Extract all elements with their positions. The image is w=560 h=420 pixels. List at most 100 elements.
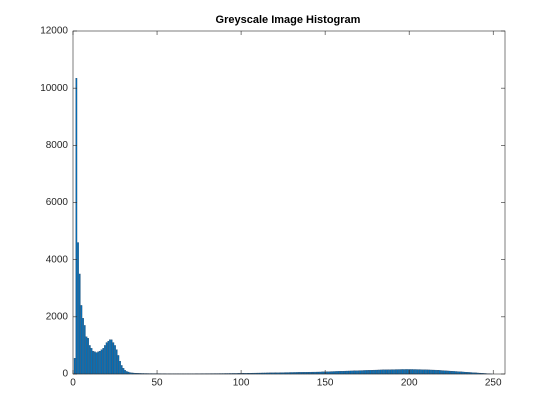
bar (320, 371, 323, 375)
y-tick-label: 12000 (40, 26, 68, 37)
bar (443, 370, 446, 375)
bar (428, 369, 431, 375)
bar (394, 369, 397, 375)
bar (381, 369, 384, 375)
bar (379, 369, 382, 375)
bar (122, 368, 125, 375)
chart-title: Greyscale Image Histogram (216, 14, 361, 26)
bar (368, 370, 370, 375)
bar (97, 351, 100, 375)
bar (426, 369, 429, 375)
bar (77, 242, 79, 375)
bar (105, 342, 108, 375)
bar (322, 371, 325, 375)
bar (384, 369, 387, 375)
bar (388, 369, 390, 375)
y-tick-label: 4000 (46, 254, 69, 265)
bar (401, 369, 404, 375)
bar (73, 358, 76, 375)
bar (393, 369, 395, 375)
bar (430, 369, 432, 375)
bar (100, 349, 103, 375)
bar (107, 340, 110, 375)
bar (391, 369, 394, 375)
bar (369, 370, 372, 375)
bar (406, 369, 409, 375)
bar (319, 371, 321, 375)
bar (331, 371, 333, 375)
bar (361, 370, 363, 375)
bar (438, 370, 441, 375)
bar (458, 371, 461, 375)
bar (354, 370, 357, 375)
bar (450, 370, 453, 375)
bar (119, 360, 121, 375)
bar (357, 370, 360, 375)
y-tick-label: 8000 (46, 140, 69, 151)
bar (462, 371, 464, 375)
bar (383, 369, 385, 375)
bar (359, 370, 362, 375)
bar (127, 371, 130, 375)
bar (410, 369, 412, 375)
bar (418, 369, 421, 375)
bar (453, 371, 456, 375)
bar (452, 371, 454, 375)
bar (433, 369, 436, 375)
x-tick-label: 150 (317, 378, 334, 389)
bar (120, 365, 123, 375)
bar (347, 370, 350, 375)
bar (75, 78, 78, 375)
bar (389, 369, 392, 375)
bar (413, 369, 416, 375)
bar (349, 370, 352, 375)
bar (341, 371, 343, 375)
bar (336, 371, 338, 375)
bar (327, 371, 330, 375)
bar (457, 371, 459, 375)
bar (455, 371, 458, 375)
bar (78, 273, 81, 375)
x-tick-label: 200 (401, 378, 418, 389)
bar (435, 369, 437, 375)
bar (80, 305, 83, 375)
bar (366, 370, 368, 375)
bar (94, 351, 96, 375)
bar (445, 370, 447, 375)
bar (386, 369, 389, 375)
bar (124, 370, 126, 375)
bar (339, 371, 342, 375)
bar (114, 345, 116, 375)
bar (374, 369, 377, 375)
x-tick-label: 250 (485, 378, 502, 389)
bar (441, 370, 444, 375)
bar (104, 345, 106, 375)
bar (95, 352, 98, 375)
bar (440, 370, 442, 375)
bar (362, 370, 365, 375)
bar (117, 355, 120, 375)
bar (371, 370, 374, 375)
y-tick-label: 6000 (46, 197, 69, 208)
bar (87, 338, 89, 375)
bar (376, 369, 379, 375)
bar (85, 336, 88, 375)
x-tick-label: 100 (233, 378, 250, 389)
bar (447, 370, 449, 375)
y-tick-label: 10000 (40, 83, 68, 94)
bar (415, 369, 417, 375)
bar (109, 339, 111, 375)
bar (337, 371, 340, 375)
bar (436, 370, 439, 375)
bar (460, 371, 463, 375)
bar (346, 370, 348, 375)
bar (112, 342, 115, 375)
bar (342, 370, 345, 375)
bar (448, 370, 451, 375)
bar (325, 371, 328, 375)
bar (102, 348, 105, 375)
bar (125, 371, 128, 375)
bar (99, 350, 101, 375)
